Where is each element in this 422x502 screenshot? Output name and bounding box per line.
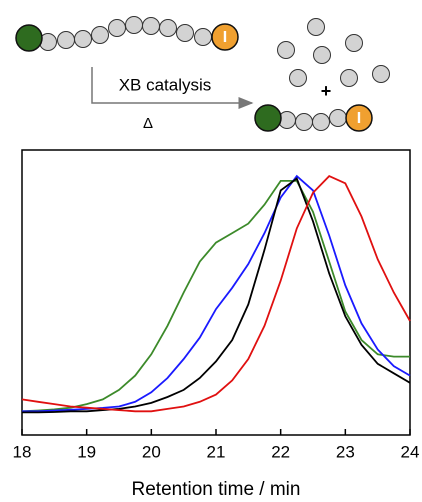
x-tick-label: 23 xyxy=(336,442,355,461)
bead xyxy=(307,18,325,36)
x-axis-label: Retention time / min xyxy=(132,479,301,500)
x-tick-label: 21 xyxy=(207,442,226,461)
bead xyxy=(142,17,160,35)
bead xyxy=(159,19,177,37)
trace xyxy=(21,175,411,413)
x-tick-label: 18 xyxy=(13,442,32,461)
bead xyxy=(345,34,363,52)
trace xyxy=(22,174,411,413)
bead xyxy=(91,26,109,44)
bead xyxy=(289,69,307,87)
end-group-green xyxy=(15,24,43,52)
scheme: XB catalysis Δ + I I xyxy=(15,16,390,132)
end-group-green xyxy=(254,104,282,132)
bead xyxy=(108,19,126,37)
bead xyxy=(329,109,347,127)
end-group-label: I xyxy=(223,29,227,46)
x-tick-label: 22 xyxy=(271,442,290,461)
end-group-orange xyxy=(345,104,373,132)
bead xyxy=(312,113,330,131)
trace xyxy=(21,180,410,413)
bead xyxy=(74,30,92,48)
x-tick-label: 19 xyxy=(77,442,96,461)
end-group-orange xyxy=(211,23,239,51)
x-tick-label: 24 xyxy=(401,442,420,461)
bead xyxy=(176,24,194,42)
trace xyxy=(22,177,411,414)
bead xyxy=(295,113,313,131)
reaction-arrow xyxy=(91,67,254,109)
plus-sign: + xyxy=(321,81,332,101)
catalyst-label: XB catalysis xyxy=(119,75,212,94)
x-tick-label: 20 xyxy=(142,442,161,461)
bead xyxy=(57,31,75,49)
bead xyxy=(313,46,331,64)
heat-label: Δ xyxy=(143,115,153,132)
bead xyxy=(194,28,212,46)
plot-frame xyxy=(21,149,411,436)
end-group-label: I xyxy=(357,110,361,127)
bead xyxy=(340,69,358,87)
bead xyxy=(277,41,295,59)
bead xyxy=(372,65,390,83)
plot-area: 18 19 20 21 22 23 24 xyxy=(13,174,420,461)
bead xyxy=(125,16,143,34)
